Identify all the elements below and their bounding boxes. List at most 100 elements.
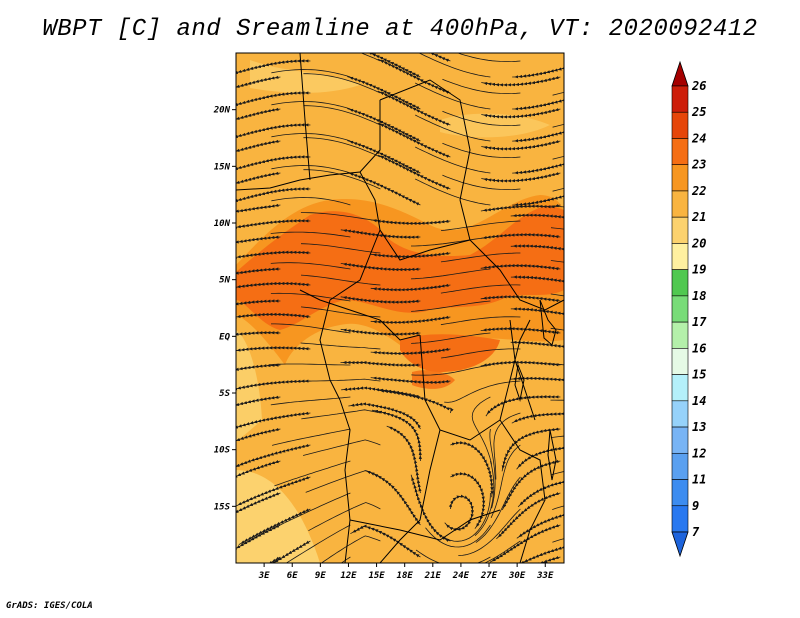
streamline — [271, 323, 351, 334]
border-line — [299, 289, 421, 341]
streamline — [582, 188, 661, 200]
streamline — [271, 101, 351, 110]
streamline — [582, 60, 661, 72]
colorbar-swatch — [671, 374, 689, 402]
colorbar-label: 11 — [692, 473, 706, 487]
colorbar-min-arrow — [671, 531, 689, 558]
streamline — [236, 219, 311, 229]
footer-credit: GrADS: IGES/COLA — [6, 601, 93, 611]
streamline — [271, 197, 351, 206]
x-tick-label: 12E — [340, 571, 357, 581]
colorbar-label: 22 — [691, 184, 706, 198]
streamline — [236, 107, 281, 129]
border-line — [509, 319, 536, 421]
streamline — [442, 174, 521, 191]
streamline — [236, 91, 311, 106]
streamline — [480, 264, 561, 271]
streamline — [442, 142, 521, 159]
streamline — [377, 58, 451, 94]
streamline — [480, 360, 561, 367]
streamline — [300, 342, 381, 350]
streamline — [415, 146, 491, 174]
streamline — [236, 187, 311, 202]
streamline — [236, 299, 281, 311]
streamline — [236, 363, 281, 378]
colorbar-label: 24 — [691, 131, 706, 145]
streamline — [236, 155, 311, 170]
streamline — [270, 396, 351, 406]
colorbar-label: 20 — [691, 236, 706, 250]
streamline — [415, 82, 491, 110]
y-tick-label: 5S — [219, 389, 230, 399]
colorbar-swatch — [671, 426, 689, 454]
streamline — [271, 165, 351, 174]
streamline — [370, 347, 451, 356]
streamline-layer — [236, 53, 661, 563]
streamline — [480, 203, 561, 212]
colorbar-label: 21 — [691, 210, 706, 224]
streamline — [410, 474, 451, 542]
streamline — [510, 307, 564, 319]
lake-outline — [539, 299, 557, 346]
colorbar-label: 25 — [691, 105, 706, 119]
streamline — [340, 262, 421, 272]
streamline — [236, 171, 281, 193]
border-line — [419, 319, 531, 441]
streamline — [581, 509, 660, 522]
streamline — [236, 267, 281, 280]
streamline — [581, 317, 661, 321]
streamline — [440, 220, 521, 231]
streamline — [582, 156, 661, 168]
streamline — [272, 428, 351, 446]
streamline — [270, 262, 351, 270]
streamline — [236, 395, 281, 416]
streamline — [481, 107, 561, 119]
x-tick-label: 18E — [397, 571, 414, 581]
streamline — [481, 139, 561, 151]
colorbar-label: 23 — [691, 158, 706, 172]
streamline — [581, 249, 661, 254]
y-tick-label: 20N — [213, 106, 231, 116]
streamline — [510, 244, 564, 255]
y-tick-label: 10S — [214, 446, 231, 456]
colorbar-label: 18 — [692, 289, 706, 303]
border-line — [319, 171, 381, 401]
colorbar-label: 14 — [692, 394, 706, 408]
colorbar-swatch — [671, 269, 689, 297]
streamline — [340, 296, 421, 304]
streamline — [236, 75, 281, 97]
colorbar-label: 12 — [692, 446, 706, 460]
colorbar-max-arrow — [671, 60, 689, 87]
streamline — [236, 235, 281, 248]
colorbar-swatch — [671, 138, 689, 166]
colorbar-label: 19 — [692, 263, 706, 277]
colorbar-label: 7 — [692, 525, 700, 539]
streamline — [347, 172, 421, 206]
streamline — [377, 154, 451, 190]
y-tick-label: 15S — [214, 502, 231, 512]
country-borders — [236, 53, 564, 563]
streamline — [510, 275, 564, 287]
x-tick-label: 15E — [368, 571, 385, 581]
streamline — [415, 114, 491, 142]
streamline — [418, 53, 491, 78]
colorbar-swatch — [671, 479, 689, 507]
streamline — [236, 379, 311, 391]
streamline — [379, 53, 451, 62]
map-frame — [235, 52, 565, 564]
x-tick-label: 24E — [452, 571, 470, 581]
streamline — [410, 268, 491, 280]
streamline — [415, 178, 491, 206]
colorbar-label: 15 — [692, 368, 706, 382]
streamline — [300, 274, 381, 286]
streamline — [300, 378, 381, 382]
streamline — [411, 236, 491, 247]
streamline — [444, 380, 521, 403]
streamline — [480, 327, 561, 335]
streamline — [236, 411, 311, 429]
streamline — [581, 349, 661, 354]
streamline — [582, 124, 661, 135]
border-line — [379, 79, 471, 201]
colorbar-label: 16 — [692, 341, 706, 355]
streamline — [236, 203, 281, 217]
